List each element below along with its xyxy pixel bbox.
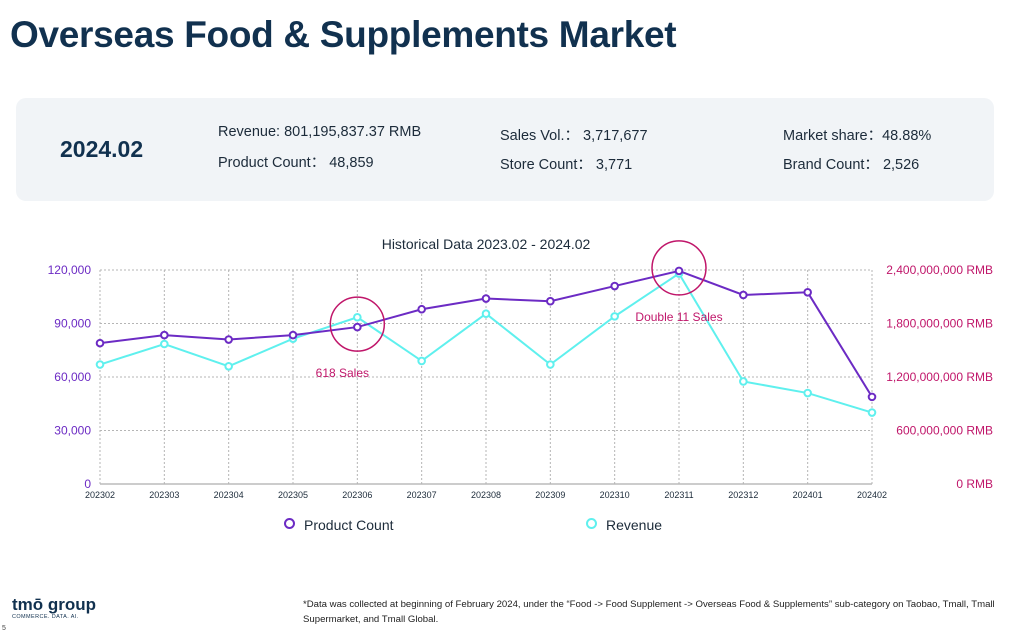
x-tick-label: 202401 bbox=[793, 490, 823, 500]
x-tick-label: 202311 bbox=[664, 490, 693, 500]
revenue-point bbox=[546, 360, 555, 369]
y-left-tick-label: 120,000 bbox=[48, 263, 92, 277]
legend-revenue[interactable]: Revenue bbox=[586, 517, 662, 533]
historical-chart-svg: Historical Data 2023.02 - 2024.02 0 30,000… bbox=[48, 236, 993, 500]
product-count-point bbox=[803, 287, 812, 297]
legend-product-count[interactable]: Product Count bbox=[284, 517, 394, 533]
product-count-point bbox=[867, 392, 877, 402]
company-logo: tmō group COMMERCE. DATA. AI. bbox=[12, 595, 96, 620]
revenue-point bbox=[417, 356, 426, 366]
product-count-legend-marker bbox=[284, 518, 295, 529]
period-label: 2024.02 bbox=[60, 136, 144, 162]
legend-revenue-label: Revenue bbox=[606, 517, 663, 533]
x-tick-label: 202402 bbox=[857, 490, 887, 500]
product-count-point bbox=[546, 296, 555, 306]
sales-volume-stat: Sales Vol.： 3,717,677 bbox=[500, 128, 648, 144]
brand-count-stat: Brand Count： 2,526 bbox=[783, 157, 920, 173]
product-count-point bbox=[224, 335, 233, 344]
y-right-tick-label: 2,400,000,000 RMB bbox=[886, 263, 993, 277]
x-tick-label: 202304 bbox=[214, 490, 244, 500]
y-right-tick-label: 600,000,000 RMB bbox=[896, 424, 993, 438]
revenue-point bbox=[224, 362, 233, 371]
revenue-legend-marker bbox=[586, 518, 597, 529]
legend-product-count-label: Product Count bbox=[304, 517, 394, 533]
product-count-point bbox=[95, 338, 105, 348]
revenue-point bbox=[610, 312, 619, 321]
x-tick-label: 202310 bbox=[600, 490, 630, 500]
product-count-point bbox=[481, 294, 491, 303]
revenue-point bbox=[867, 408, 877, 417]
x-tick-label: 202309 bbox=[535, 490, 565, 500]
product-count-line bbox=[99, 269, 873, 398]
product-count-point bbox=[160, 330, 169, 340]
logo-tagline: COMMERCE. DATA. AI. bbox=[12, 614, 79, 620]
x-tick-label: 202303 bbox=[149, 490, 179, 500]
product-count-point bbox=[417, 304, 426, 314]
market-share-stat: Market share：48.88% bbox=[783, 128, 932, 144]
product-count-point bbox=[610, 281, 619, 291]
y-left-tick-label: 90,000 bbox=[54, 317, 91, 331]
chart-title: Historical Data 2023.02 - 2024.02 bbox=[382, 236, 591, 252]
page-number: 5 bbox=[2, 625, 6, 632]
y-right-tick-label: 1,200,000,000 RMB bbox=[886, 370, 993, 384]
y-left-tick-label: 60,000 bbox=[54, 370, 91, 384]
logo-name: tmō group bbox=[12, 595, 97, 614]
page-title: Overseas Food & Supplements Market bbox=[10, 14, 677, 55]
y-left-tick-label: 0 bbox=[84, 477, 91, 491]
annotation-label: 618 Sales bbox=[316, 366, 369, 380]
revenue-point bbox=[160, 339, 169, 349]
store-count-stat: Store Count： 3,771 bbox=[500, 157, 633, 173]
product-count-point bbox=[739, 290, 748, 300]
x-tick-label: 202307 bbox=[407, 490, 437, 500]
data-footnote: *Data was collected at beginning of Febr… bbox=[303, 599, 995, 625]
annotation-label: Double 11 Sales bbox=[635, 310, 722, 324]
y-left-tick-label: 30,000 bbox=[54, 424, 91, 438]
y-right-tick-label: 0 RMB bbox=[956, 477, 993, 491]
x-tick-label: 202308 bbox=[471, 490, 501, 500]
product-count-stat: Product Count： 48,859 bbox=[218, 155, 374, 171]
revenue-stat: Revenue: 801,195,837.37 RMB bbox=[218, 124, 422, 140]
product-count-point bbox=[353, 322, 362, 332]
revenue-point bbox=[739, 377, 748, 386]
product-count-point bbox=[288, 330, 298, 340]
product-count-point bbox=[674, 266, 684, 276]
revenue-point bbox=[95, 360, 105, 369]
annotation-highlight-circle bbox=[651, 240, 707, 296]
annotation-highlight-circle bbox=[329, 296, 386, 352]
y-right-tick-label: 1,800,000,000 RMB bbox=[886, 317, 993, 331]
x-tick-label: 202305 bbox=[278, 490, 308, 500]
x-tick-label: 202302 bbox=[85, 490, 115, 500]
summary-panel: 2024.02 Revenue: 801,195,837.37 RMB Prod… bbox=[16, 98, 994, 201]
revenue-point bbox=[353, 312, 362, 322]
historical-chart: Historical Data 2023.02 - 2024.02 0 30,000… bbox=[0, 230, 1024, 550]
revenue-point bbox=[803, 388, 812, 398]
revenue-point bbox=[481, 309, 491, 318]
x-tick-label: 202306 bbox=[342, 490, 372, 500]
x-tick-label: 202312 bbox=[728, 490, 758, 500]
